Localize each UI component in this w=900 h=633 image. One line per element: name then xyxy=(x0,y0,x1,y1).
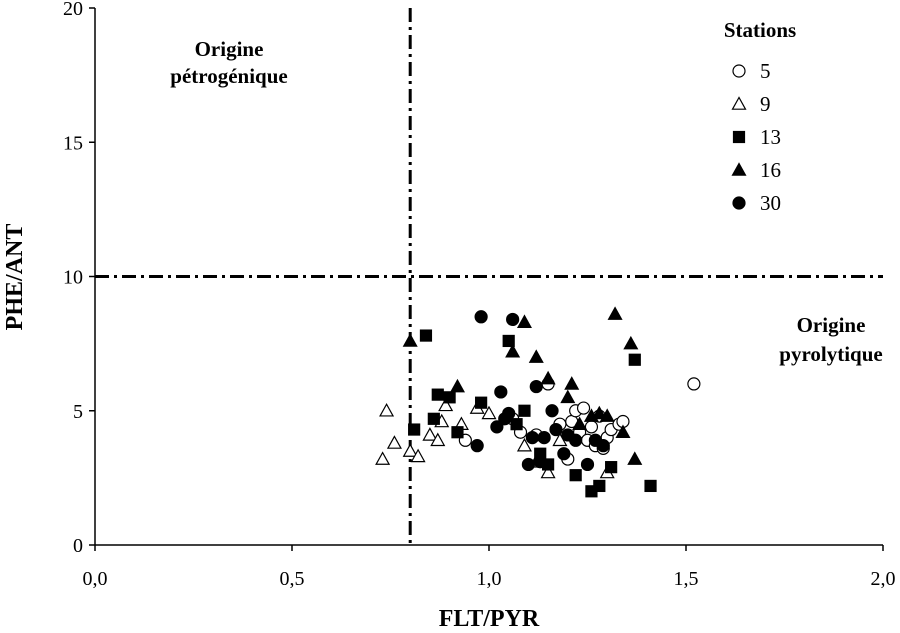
legend-marker xyxy=(732,196,746,210)
data-point xyxy=(627,451,643,465)
data-point xyxy=(402,443,418,457)
y-tick-label: 0 xyxy=(73,535,83,557)
data-point xyxy=(506,312,520,327)
data-point xyxy=(537,431,551,445)
threshold-lines xyxy=(95,8,883,545)
series-station-13 xyxy=(408,329,657,498)
data-point xyxy=(408,423,421,436)
data-point xyxy=(584,420,599,434)
data-point xyxy=(560,389,576,404)
data-point xyxy=(510,418,523,431)
data-point xyxy=(552,432,568,447)
data-point xyxy=(490,420,504,434)
data-point xyxy=(557,447,571,461)
data-point xyxy=(540,464,556,479)
data-point xyxy=(549,422,563,437)
data-point xyxy=(518,404,531,417)
data-point xyxy=(569,469,582,482)
data-point xyxy=(687,377,701,391)
legend-marker xyxy=(732,130,746,144)
data-point xyxy=(481,405,497,420)
y-tick-label: 10 xyxy=(63,267,83,289)
data-point xyxy=(516,314,532,328)
data-point xyxy=(572,416,588,430)
x-tick-label: 0,0 xyxy=(83,568,108,590)
legend-label: 13 xyxy=(760,125,781,149)
y-tick-label: 20 xyxy=(63,0,83,20)
data-point xyxy=(379,403,395,417)
series-station-30 xyxy=(470,310,610,472)
data-point xyxy=(593,479,606,493)
data-points xyxy=(375,306,701,498)
data-point xyxy=(596,439,610,453)
data-point xyxy=(419,329,433,342)
data-point xyxy=(644,479,657,493)
data-point xyxy=(443,391,456,404)
data-point xyxy=(451,426,464,439)
data-point xyxy=(528,349,544,363)
data-point xyxy=(623,335,639,350)
data-point xyxy=(576,401,591,415)
region-pyrolytic-line-1: Origine xyxy=(797,313,866,337)
data-point xyxy=(615,424,631,439)
data-point xyxy=(494,385,508,399)
data-point xyxy=(470,439,484,453)
data-point xyxy=(529,379,543,394)
data-point xyxy=(502,406,516,421)
data-point xyxy=(580,457,595,472)
legend: Stations 5 9 13 16 30 xyxy=(724,18,796,215)
legend-marker xyxy=(731,96,747,110)
legend-label: 16 xyxy=(760,158,781,182)
data-point xyxy=(591,405,607,420)
region-petrogenic-line-1: Origine xyxy=(195,37,264,61)
data-point xyxy=(449,378,465,393)
data-point xyxy=(607,306,623,320)
data-point xyxy=(599,408,615,422)
data-point xyxy=(427,412,440,425)
y-tick-label: 5 xyxy=(73,401,83,423)
region-pyrolytic-line-2: pyrolytique xyxy=(779,342,882,366)
data-point xyxy=(545,404,559,418)
data-point xyxy=(431,388,444,401)
legend-title: Stations xyxy=(724,18,796,42)
data-point xyxy=(605,461,618,474)
data-point xyxy=(430,432,446,447)
x-axis-title: FLT/PYR xyxy=(439,606,540,632)
data-point xyxy=(410,448,426,463)
data-point xyxy=(422,427,438,441)
data-point xyxy=(525,431,539,445)
x-tick-label: 1,0 xyxy=(477,568,502,590)
legend-marker xyxy=(731,162,747,176)
tick-layer: 0,0 0,5 1,0 1,5 2,0 0 5 10 15 20 xyxy=(63,0,896,590)
series-station-16 xyxy=(402,306,643,465)
x-tick-label: 2,0 xyxy=(871,568,896,590)
data-point xyxy=(386,435,402,449)
legend-items: 5 9 13 16 30 xyxy=(731,59,781,215)
legend-label: 9 xyxy=(760,92,771,116)
y-axis-title: PHE/ANT xyxy=(2,224,28,331)
data-point xyxy=(628,353,641,366)
legend-label: 5 xyxy=(760,59,771,83)
data-point xyxy=(438,397,454,412)
data-point xyxy=(564,376,580,390)
region-petrogenic-line-2: pétrogénique xyxy=(170,64,287,88)
data-point xyxy=(516,437,532,452)
data-point xyxy=(569,433,583,447)
data-point xyxy=(474,310,488,324)
x-tick-label: 0,5 xyxy=(280,568,305,590)
data-point xyxy=(533,455,547,469)
data-point xyxy=(521,457,536,472)
legend-marker xyxy=(732,64,746,78)
data-point xyxy=(402,333,418,347)
data-point xyxy=(375,451,391,465)
y-tick-label: 15 xyxy=(63,132,83,154)
x-tick-label: 1,5 xyxy=(674,568,699,590)
data-point xyxy=(502,334,515,348)
data-point xyxy=(540,370,556,385)
legend-label: 30 xyxy=(760,191,781,215)
region-annotations: Origine pétrogénique Origine pyrolytique xyxy=(170,37,882,366)
data-point xyxy=(475,396,488,409)
data-point xyxy=(505,343,521,358)
